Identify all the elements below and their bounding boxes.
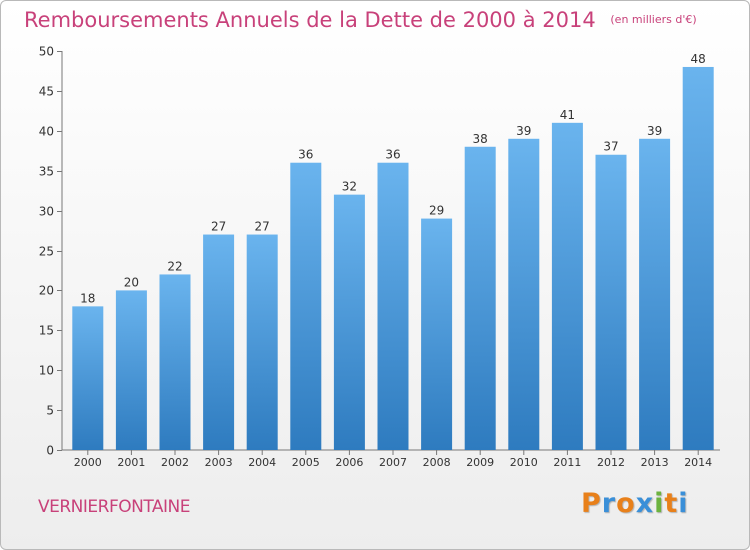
x-tick-label: 2010	[510, 456, 538, 469]
data-label: 29	[429, 204, 444, 218]
chart-title-text: Remboursements Annuels de la Dette de 20…	[24, 8, 596, 32]
y-tick-label: 40	[39, 125, 54, 139]
bar	[595, 154, 627, 451]
data-label: 39	[647, 124, 662, 138]
chart-subtitle: (en milliers d'€)	[610, 13, 697, 26]
logo-letter: i	[678, 488, 689, 519]
data-label: 36	[385, 148, 400, 162]
data-label: 27	[255, 220, 270, 234]
data-label: 36	[298, 148, 313, 162]
logo-letter: o	[616, 488, 636, 519]
x-tick-label: 2013	[641, 456, 669, 469]
data-label: 38	[473, 132, 488, 146]
bar	[246, 234, 278, 450]
logo-letter: P	[581, 488, 602, 519]
y-tick-label: 15	[39, 324, 54, 338]
x-tick-label: 2012	[597, 456, 625, 469]
y-tick-label: 50	[39, 45, 54, 59]
x-tick-label: 2000	[74, 456, 102, 469]
x-tick-label: 2014	[684, 456, 712, 469]
bar	[203, 234, 235, 450]
bar	[333, 194, 365, 450]
data-label: 22	[167, 259, 182, 273]
bar	[421, 218, 453, 450]
y-tick-label: 45	[39, 85, 54, 99]
logo-letter: x	[635, 488, 655, 519]
x-tick-label: 2005	[292, 456, 320, 469]
data-label: 37	[603, 140, 618, 154]
x-tick-label: 2004	[248, 456, 276, 469]
bar	[159, 274, 191, 450]
data-label: 18	[80, 291, 95, 305]
y-tick-label: 0	[46, 444, 54, 458]
proxiti-logo: Proxiti	[581, 488, 689, 519]
data-label: 32	[342, 180, 357, 194]
x-tick-label: 2008	[423, 456, 451, 469]
data-label: 39	[516, 124, 531, 138]
data-label: 20	[124, 275, 139, 289]
y-tick-label: 30	[39, 205, 54, 219]
bar	[290, 162, 322, 450]
logo-letter: i	[654, 488, 665, 519]
x-tick-label: 2011	[553, 456, 581, 469]
x-tick-label: 2001	[117, 456, 145, 469]
logo-letter: t	[664, 488, 679, 519]
y-tick-label: 20	[39, 284, 54, 298]
y-tick-label: 25	[39, 245, 54, 259]
x-tick-label: 2009	[466, 456, 494, 469]
y-tick-label: 35	[39, 165, 54, 179]
x-tick-label: 2006	[335, 456, 363, 469]
chart-title: Remboursements Annuels de la Dette de 20…	[24, 8, 697, 32]
y-tick-label: 5	[46, 404, 54, 418]
data-label: 27	[211, 220, 226, 234]
commune-name: VERNIERFONTAINE	[38, 497, 191, 517]
bar	[508, 138, 540, 450]
bar	[115, 290, 147, 450]
bar	[377, 162, 409, 450]
data-label: 48	[691, 52, 706, 66]
bar	[72, 306, 104, 450]
y-tick-label: 10	[39, 364, 54, 378]
bar	[464, 146, 496, 450]
bar	[682, 66, 714, 451]
data-label: 41	[560, 108, 575, 122]
logo-letter: r	[601, 488, 617, 519]
x-tick-label: 2007	[379, 456, 407, 469]
x-tick-label: 2002	[161, 456, 189, 469]
bar	[639, 138, 671, 450]
x-tick-label: 2003	[205, 456, 233, 469]
bar	[551, 122, 583, 450]
